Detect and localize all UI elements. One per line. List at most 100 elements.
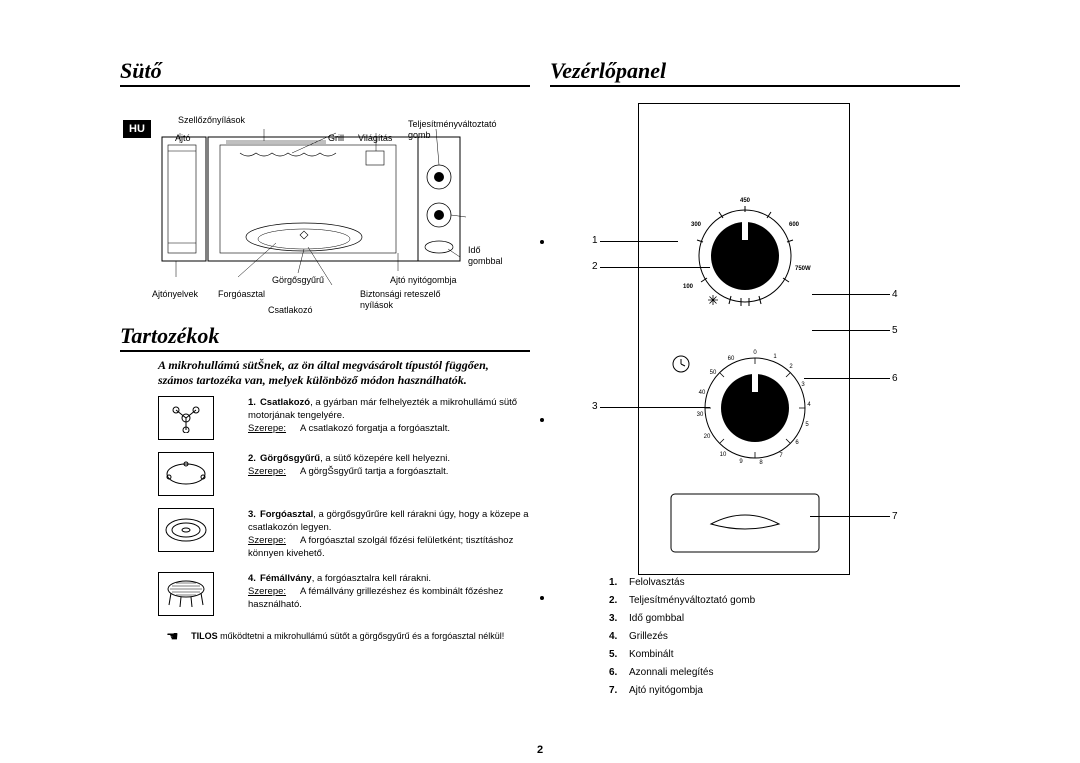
accessory-row: 4. Fémállvány, a forgóasztalra kell rárak… xyxy=(120,572,530,616)
acc-name: Görgősgyűrű xyxy=(260,453,320,464)
accessory-row: 1.Csatlakozó, a gyárban már felhelyezték… xyxy=(120,396,530,440)
svg-text:30: 30 xyxy=(697,412,704,418)
cp-callout-2: 2 xyxy=(592,261,598,272)
col-dot xyxy=(540,418,544,422)
svg-text:40: 40 xyxy=(699,390,706,396)
legend-text: Teljesítményváltoztató gomb xyxy=(628,593,756,609)
heading-tartozekok: Tartozékok xyxy=(120,323,530,352)
accessory-row: 2. Görgősgyűrű, a sütő közepére kell hely… xyxy=(120,452,530,496)
legend-num: 4. xyxy=(608,629,626,645)
legend-text: Azonnali melegítés xyxy=(628,665,756,681)
legend-num: 2. xyxy=(608,593,626,609)
label-gorgos: Görgősgyűrű xyxy=(272,275,324,286)
legend-text: Kombinált xyxy=(628,647,756,663)
label-ajtonyelvek: Ajtónyelvek xyxy=(152,289,198,300)
svg-text:7: 7 xyxy=(779,453,783,459)
panel-svg: 100 300 450 600 750W xyxy=(639,104,851,576)
heading-suto: Sütő xyxy=(120,58,530,87)
cp-callout-4: 4 xyxy=(892,289,898,300)
label-biztonsagi: Biztonsági reteszelő nyílások xyxy=(360,289,441,311)
acc-role: A csatlakozó forgatja a forgóasztalt. xyxy=(300,423,450,434)
oven-figure: Szellőzőnyílások Ajtó Grill Világítás Te… xyxy=(120,93,530,313)
acc-num: 2. xyxy=(248,453,256,464)
legend-row: 5.Kombinált xyxy=(608,647,756,663)
col-dot xyxy=(540,240,544,244)
legend-num: 7. xyxy=(608,683,626,699)
acc-text: 3.Forgóasztal, a görgősgyűrűre kell rára… xyxy=(248,508,530,560)
acc-desc: , a forgóasztalra kell rárakni. xyxy=(312,573,431,584)
acc-thumb-turntable xyxy=(158,508,214,552)
dial-300: 300 xyxy=(691,222,702,228)
legend-text: Grillezés xyxy=(628,629,756,645)
panel-wrap: 1 2 3 4 5 6 7 xyxy=(550,93,960,573)
cp-callout-3: 3 xyxy=(592,401,598,412)
acc-thumb-rack xyxy=(158,572,214,616)
acc-num: 3. xyxy=(248,509,256,520)
svg-text:50: 50 xyxy=(710,370,717,376)
svg-text:20: 20 xyxy=(704,434,711,440)
cp-callout-1: 1 xyxy=(592,235,598,246)
acc-num: 4. xyxy=(248,573,256,584)
acc-text: 4. Fémállvány, a forgóasztalra kell rárak… xyxy=(248,572,530,616)
acc-name: Csatlakozó xyxy=(260,397,310,408)
acc-name: Fémállvány xyxy=(260,573,312,584)
label-szellozo: Szellőzőnyílások xyxy=(178,115,245,126)
legend-row: 3.Idő gombbal xyxy=(608,611,756,627)
cp-callout-7: 7 xyxy=(892,511,898,522)
acc-role: A görgŠsgyűrű tartja a forgóasztalt. xyxy=(300,466,448,477)
svg-text:5: 5 xyxy=(805,422,809,428)
legend-row: 4.Grillezés xyxy=(608,629,756,645)
dial-600: 600 xyxy=(789,222,800,228)
tartozekok-intro: A mikrohullámú sütŠnek, az ön által megv… xyxy=(120,358,530,388)
tilos-text: működtetni a mikrohullámú sütőt a görgős… xyxy=(218,631,505,641)
svg-text:3: 3 xyxy=(801,382,805,388)
page-number-wrap: 2 xyxy=(120,740,960,758)
legend-table: 1.Felolvasztás 2.Teljesítményváltoztató … xyxy=(606,573,758,701)
legend-text: Idő gombbal xyxy=(628,611,756,627)
legend-num: 6. xyxy=(608,665,626,681)
legend-row: 7.Ajtó nyitógombja xyxy=(608,683,756,699)
label-grill: Grill xyxy=(328,133,344,144)
acc-text: 2. Görgősgyűrű, a sütő közepére kell hely… xyxy=(248,452,450,496)
svg-text:10: 10 xyxy=(720,452,727,458)
legend-text: Felolvasztás xyxy=(628,575,756,591)
label-forgoasztal: Forgóasztal xyxy=(218,289,265,300)
acc-name: Forgóasztal xyxy=(260,509,313,520)
szerepe-label: Szerepe: xyxy=(248,422,300,435)
label-vilagitas: Világítás xyxy=(358,133,392,144)
hand-icon: ☛ xyxy=(166,628,179,645)
svg-text:4: 4 xyxy=(807,402,811,408)
label-csatlakozo: Csatlakozó xyxy=(268,305,313,316)
heading-vezerlo: Vezérlőpanel xyxy=(550,58,960,87)
legend-num: 1. xyxy=(608,575,626,591)
section-tartozekok: Tartozékok A mikrohullámú sütŠnek, az ön… xyxy=(120,323,530,645)
legend-row: 1.Felolvasztás xyxy=(608,575,756,591)
acc-text: 1.Csatlakozó, a gyárban már felhelyezték… xyxy=(248,396,530,440)
control-panel: 100 300 450 600 750W xyxy=(638,103,850,575)
svg-text:60: 60 xyxy=(728,356,735,362)
label-teljesitmeny: Teljesítményváltoztató gomb xyxy=(408,119,497,141)
svg-text:2: 2 xyxy=(789,364,793,370)
svg-text:0: 0 xyxy=(753,350,757,356)
label-ido: Idő gombbal xyxy=(468,245,503,267)
right-column: Vezérlőpanel 1 2 3 4 5 6 7 xyxy=(550,58,960,701)
acc-thumb-coupler xyxy=(158,396,214,440)
acc-num: 1. xyxy=(248,397,256,408)
dial-750w: 750W xyxy=(795,266,811,272)
legend-row: 6.Azonnali melegítés xyxy=(608,665,756,681)
svg-text:1: 1 xyxy=(773,354,777,360)
page-number: 2 xyxy=(537,744,543,756)
szerepe-label: Szerepe: xyxy=(248,465,300,478)
acc-desc: , a sütő közepére kell helyezni. xyxy=(320,453,450,464)
accessory-row: 3.Forgóasztal, a görgősgyűrűre kell rára… xyxy=(120,508,530,560)
cp-callout-5: 5 xyxy=(892,325,898,336)
svg-text:8: 8 xyxy=(759,460,763,466)
legend-num: 3. xyxy=(608,611,626,627)
acc-thumb-ring xyxy=(158,452,214,496)
col-dot xyxy=(540,596,544,600)
szerepe-label: Szerepe: xyxy=(248,585,300,598)
legend-num: 5. xyxy=(608,647,626,663)
legend-text: Ajtó nyitógombja xyxy=(628,683,756,699)
dial-450: 450 xyxy=(740,198,751,204)
tilos-warning: ☛ TILOS működtetni a mikrohullámú sütőt … xyxy=(166,628,530,645)
